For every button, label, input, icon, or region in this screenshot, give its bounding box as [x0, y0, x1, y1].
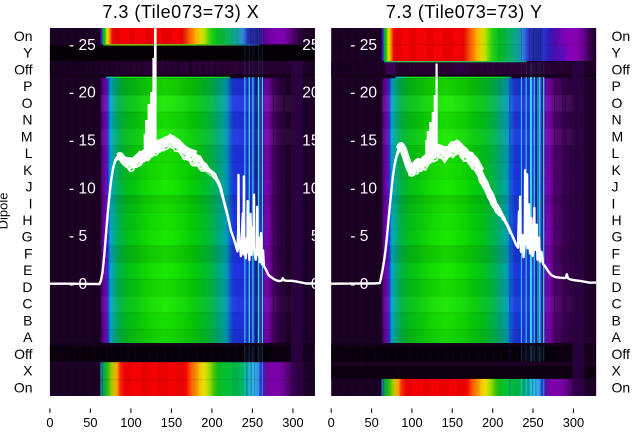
svg-text:50: 50 [83, 415, 97, 430]
svg-text:E: E [612, 262, 621, 278]
svg-text:G: G [22, 229, 33, 245]
svg-text:N: N [612, 112, 622, 128]
svg-text:I: I [29, 195, 33, 211]
svg-text:N: N [22, 112, 32, 128]
svg-text:- 20: - 20 [69, 85, 96, 102]
svg-text:H: H [22, 212, 32, 228]
svg-text:J: J [26, 179, 33, 195]
svg-text:250: 250 [242, 415, 263, 430]
svg-text:- 10: - 10 [69, 180, 96, 197]
svg-text:100: 100 [401, 415, 422, 430]
svg-text:H: H [612, 212, 622, 228]
svg-text:200: 200 [201, 415, 222, 430]
svg-text:F: F [24, 246, 33, 262]
svg-text:G: G [612, 229, 623, 245]
svg-text:- 0: - 0 [350, 276, 368, 293]
svg-text:- 25: - 25 [69, 37, 96, 54]
svg-text:20: 20 [302, 85, 320, 102]
svg-text:- 0: - 0 [69, 276, 87, 293]
svg-text:M: M [612, 128, 624, 144]
svg-text:50: 50 [364, 415, 378, 430]
svg-text:D: D [22, 279, 32, 295]
svg-text:On: On [14, 28, 33, 44]
svg-text:- 10: - 10 [350, 180, 377, 197]
svg-text:- 5: - 5 [69, 228, 87, 245]
svg-text:- 15: - 15 [69, 133, 96, 150]
svg-text:25: 25 [302, 37, 319, 54]
svg-text:X: X [612, 363, 622, 379]
svg-text:- 20: - 20 [350, 85, 377, 102]
svg-text:On: On [14, 379, 33, 395]
svg-text:15: 15 [302, 133, 319, 150]
svg-text:C: C [612, 296, 622, 312]
svg-text:J: J [612, 179, 619, 195]
svg-text:X: X [23, 363, 33, 379]
svg-text:Y: Y [23, 45, 33, 61]
svg-text:0: 0 [311, 276, 320, 293]
svg-text:F: F [612, 246, 621, 262]
svg-text:150: 150 [161, 415, 182, 430]
svg-text:150: 150 [442, 415, 463, 430]
svg-text:B: B [23, 312, 32, 328]
svg-text:200: 200 [482, 415, 503, 430]
svg-text:E: E [23, 262, 32, 278]
svg-text:- 25: - 25 [350, 37, 377, 54]
svg-text:On: On [612, 379, 631, 395]
svg-text:A: A [23, 329, 33, 345]
svg-text:M: M [21, 128, 33, 144]
svg-text:300: 300 [282, 415, 303, 430]
svg-text:On: On [612, 28, 631, 44]
svg-text:I: I [612, 195, 616, 211]
svg-text:250: 250 [522, 415, 543, 430]
svg-text:0: 0 [46, 415, 53, 430]
svg-text:Off: Off [612, 346, 631, 362]
svg-text:- 5: - 5 [350, 228, 368, 245]
svg-text:B: B [612, 312, 621, 328]
svg-text:7.3 (Tile073=73) Y: 7.3 (Tile073=73) Y [386, 2, 543, 22]
svg-text:0: 0 [328, 415, 335, 430]
svg-text:Y: Y [612, 45, 622, 61]
svg-text:- 15: - 15 [350, 133, 377, 150]
svg-text:O: O [22, 95, 33, 111]
svg-text:C: C [22, 296, 32, 312]
svg-text:100: 100 [120, 415, 141, 430]
svg-text:O: O [612, 95, 623, 111]
svg-text:L: L [612, 145, 620, 161]
svg-text:K: K [23, 162, 33, 178]
svg-text:Off: Off [14, 62, 33, 78]
svg-text:10: 10 [302, 180, 320, 197]
svg-text:D: D [612, 279, 622, 295]
svg-text:300: 300 [563, 415, 584, 430]
svg-text:A: A [612, 329, 622, 345]
svg-text:P: P [23, 78, 32, 94]
svg-text:Dipole: Dipole [0, 193, 11, 230]
svg-text:7.3 (Tile073=73) X: 7.3 (Tile073=73) X [102, 2, 259, 22]
svg-text:Off: Off [612, 62, 631, 78]
svg-text:P: P [612, 78, 621, 94]
svg-text:K: K [612, 162, 622, 178]
svg-text:L: L [25, 145, 33, 161]
svg-text:Off: Off [14, 346, 33, 362]
svg-text:5: 5 [311, 228, 320, 245]
